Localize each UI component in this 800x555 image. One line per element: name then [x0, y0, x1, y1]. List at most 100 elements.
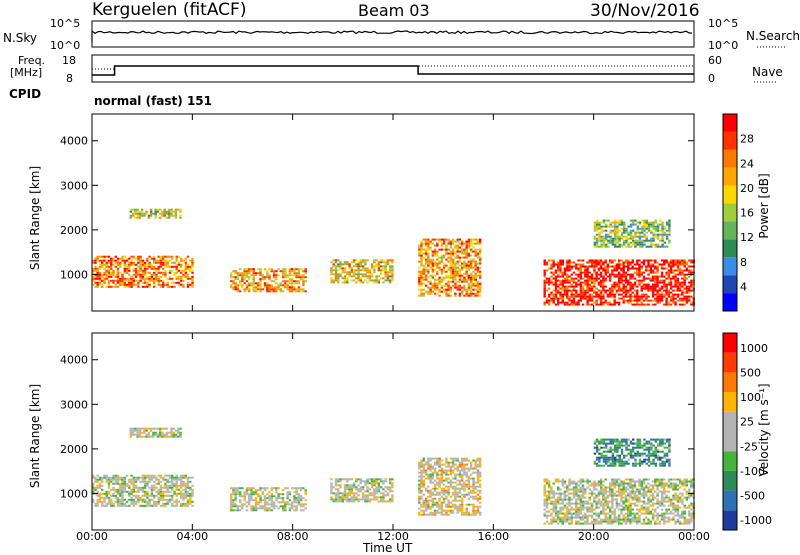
- velocity-echo-cell: [262, 487, 264, 489]
- power-echo-cell: [595, 262, 597, 264]
- power-echo-cell: [619, 230, 621, 232]
- velocity-echo-cell: [479, 506, 481, 508]
- power-echo-cell: [253, 268, 255, 270]
- velocity-echo-cell: [445, 498, 447, 500]
- velocity-echo-cell: [555, 515, 557, 517]
- velocity-echo-cell: [262, 499, 264, 501]
- velocity-echo-cell: [429, 474, 431, 476]
- velocity-echo-cell: [475, 498, 477, 500]
- velocity-echo-cell: [366, 488, 368, 490]
- power-echo-cell: [121, 278, 123, 280]
- power-echo-cell: [681, 274, 683, 276]
- power-echo-cell: [164, 272, 166, 274]
- power-echo-cell: [618, 264, 620, 266]
- power-echo-cell: [121, 260, 123, 262]
- power-echo-cell: [420, 251, 422, 253]
- velocity-echo-cell: [150, 436, 152, 438]
- power-echo-cell: [575, 268, 577, 270]
- power-echo-cell: [337, 281, 339, 283]
- power-echo-cell: [672, 276, 674, 278]
- power-echo-cell: [582, 282, 584, 284]
- power-echo-cell: [353, 279, 355, 281]
- velocity-echo-cell: [550, 501, 552, 503]
- velocity-echo-cell: [454, 496, 456, 498]
- velocity-echo-cell: [611, 493, 613, 495]
- velocity-echo-cell: [434, 512, 436, 514]
- power-echo-cell: [168, 217, 170, 219]
- velocity-echo-cell: [177, 432, 179, 434]
- power-echo-cell: [268, 288, 270, 290]
- velocity-echo-cell: [470, 462, 472, 464]
- power-echo-cell: [470, 287, 472, 289]
- power-echo-cell: [650, 270, 652, 272]
- power-echo-cell: [121, 276, 123, 278]
- velocity-echo-cell: [108, 493, 110, 495]
- power-echo-cell: [647, 304, 649, 306]
- power-echo-cell: [603, 244, 605, 246]
- velocity-echo-cell: [577, 497, 579, 499]
- power-echo-cell: [436, 255, 438, 257]
- power-echo-cell: [668, 282, 670, 284]
- velocity-echo-cell: [348, 486, 350, 488]
- power-echo-cell: [607, 302, 609, 304]
- power-echo-cell: [94, 258, 96, 260]
- velocity-echo-cell: [387, 500, 389, 502]
- power-echo-cell: [589, 262, 591, 264]
- velocity-echo-cell: [602, 489, 604, 491]
- velocity-echo-cell: [425, 508, 427, 510]
- velocity-echo-cell: [179, 434, 181, 436]
- velocity-echo-cell: [479, 460, 481, 462]
- power-echo-cell: [300, 274, 302, 276]
- power-echo-cell: [616, 234, 618, 236]
- power-echo-cell: [353, 261, 355, 263]
- power-echo-cell: [461, 263, 463, 265]
- power-echo-cell: [185, 264, 187, 266]
- power-echo-cell: [167, 256, 169, 258]
- velocity-echo-cell: [429, 478, 431, 480]
- velocity-echo-cell: [130, 497, 132, 499]
- power-echo-cell: [647, 274, 649, 276]
- velocity-echo-cell: [241, 487, 243, 489]
- velocity-echo-cell: [450, 468, 452, 470]
- power-echo-cell: [650, 222, 652, 224]
- power-echo-cell: [262, 276, 264, 278]
- power-echo-cell: [457, 257, 459, 259]
- power-echo-cell: [668, 242, 670, 244]
- velocity-echo-cell: [598, 517, 600, 519]
- power-echo-cell: [110, 272, 112, 274]
- power-echo-cell: [553, 296, 555, 298]
- power-echo-cell: [459, 269, 461, 271]
- velocity-echo-cell: [566, 517, 568, 519]
- power-echo-cell: [155, 270, 157, 272]
- velocity-echo-cell: [148, 495, 150, 497]
- velocity-echo-cell: [232, 491, 234, 493]
- power-echo-cell: [387, 263, 389, 265]
- power-echo-cell: [605, 220, 607, 222]
- velocity-echo-cell: [162, 505, 164, 507]
- velocity-echo-cell: [271, 493, 273, 495]
- power-echo-cell: [679, 304, 681, 306]
- power-echo-cell: [468, 265, 470, 267]
- velocity-echo-cell: [355, 480, 357, 482]
- power-echo-cell: [253, 272, 255, 274]
- power-colorbar-segment: [723, 186, 737, 204]
- velocity-echo-cell: [434, 488, 436, 490]
- velocity-echo-cell: [447, 502, 449, 504]
- power-echo-cell: [468, 241, 470, 243]
- velocity-echo-cell: [375, 490, 377, 492]
- velocity-echo-cell: [600, 513, 602, 515]
- power-echo-cell: [371, 275, 373, 277]
- velocity-echo-cell: [302, 505, 304, 507]
- power-echo-cell: [155, 260, 157, 262]
- power-echo-cell: [164, 276, 166, 278]
- power-echo-cell: [385, 267, 387, 269]
- velocity-echo-cell: [146, 483, 148, 485]
- power-echo-cell: [677, 290, 679, 292]
- velocity-echo-cell: [141, 428, 143, 430]
- power-echo-cell: [553, 302, 555, 304]
- velocity-echo-cell: [286, 487, 288, 489]
- power-echo-cell: [553, 260, 555, 262]
- power-echo-cell: [595, 280, 597, 282]
- power-echo-cell: [153, 266, 155, 268]
- power-echo-cell: [679, 290, 681, 292]
